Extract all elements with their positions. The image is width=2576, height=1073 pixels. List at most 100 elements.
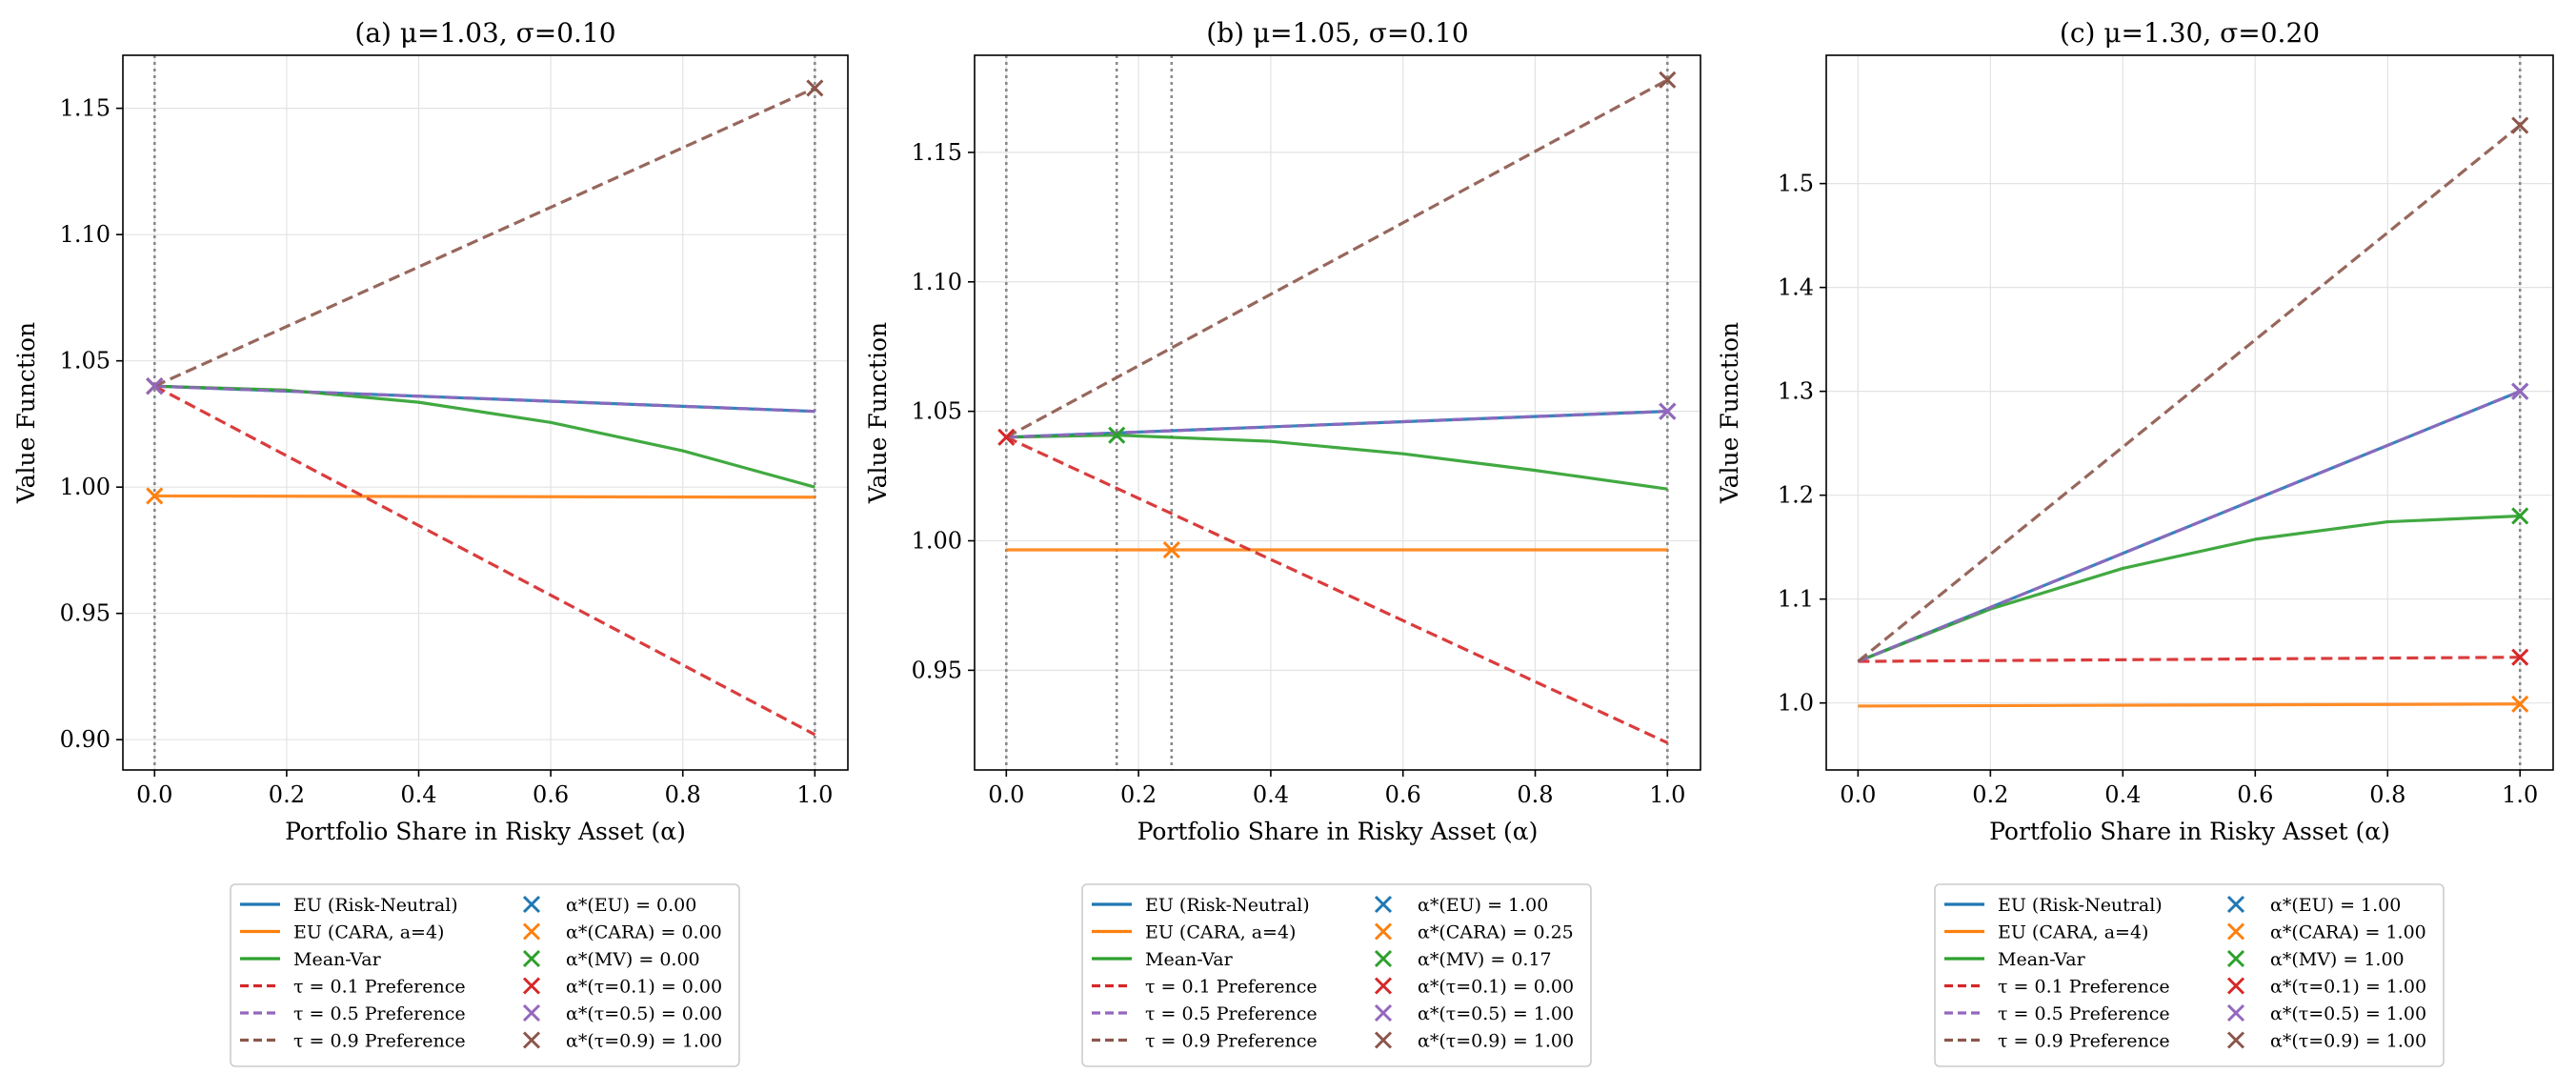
- x-tick-label: 0.4: [1253, 781, 1289, 808]
- series-line-5: [1005, 78, 1669, 439]
- legend-marker-3: [1374, 977, 1393, 995]
- series-line-4: [154, 384, 815, 414]
- y-tick-label: 1.00: [912, 528, 962, 555]
- legend-marker-2: [1374, 949, 1393, 968]
- y-tick-label: 1.5: [1778, 171, 1814, 197]
- legend-label-3: τ = 0.1 Preference: [1998, 977, 2170, 998]
- legend-marker-label-3: α*(τ=0.1) = 0.00: [566, 977, 722, 998]
- y-tick-label: 1.15: [60, 95, 111, 122]
- optimum-marker-1: [146, 487, 164, 505]
- series-line-3: [1858, 656, 2521, 663]
- series-line-3: [1005, 435, 1668, 744]
- legend-label-0: EU (Risk-Neutral): [1998, 895, 2163, 916]
- legend-label-0: EU (Risk-Neutral): [1145, 895, 1310, 916]
- legend-label-2: Mean-Var: [1145, 949, 1234, 970]
- y-tick-label: 1.2: [1778, 482, 1814, 509]
- legend-marker-label-0: α*(EU) = 1.00: [2270, 895, 2401, 916]
- legend-marker-2: [2226, 949, 2245, 968]
- optimum-marker-3: [997, 428, 1016, 446]
- legend-label-0: EU (Risk-Neutral): [293, 895, 458, 916]
- x-tick-label: 0.0: [136, 781, 172, 808]
- legend-marker-label-0: α*(EU) = 1.00: [1418, 895, 1548, 916]
- legend-label-5: τ = 0.9 Preference: [293, 1031, 466, 1052]
- y-tick-label: 0.95: [60, 600, 111, 627]
- chart-title: (c) μ=1.30, σ=0.20: [2060, 17, 2320, 49]
- chart-panel-1: 0.0 0.2 0.4 0.6 0.8 1.0 0.95 1.00 1.05 1.10 1.15 (b…: [864, 17, 1701, 1067]
- y-tick-label: 1.1: [1778, 586, 1814, 613]
- legend-marker-label-4: α*(τ=0.5) = 0.00: [566, 1003, 722, 1024]
- optimum-marker-5: [2511, 116, 2529, 134]
- optimum-marker-2: [2511, 507, 2529, 525]
- legend-frame: [1934, 883, 2445, 1067]
- x-tick-label: 1.0: [796, 781, 833, 808]
- legend-marker-1: [2226, 922, 2245, 941]
- optimum-marker-1: [2511, 695, 2529, 713]
- legend-label-1: EU (CARA, a=4): [293, 922, 444, 943]
- optimum-marker-4: [146, 377, 164, 395]
- optimum-marker-4: [2511, 382, 2529, 400]
- optimum-marker-4: [1659, 402, 1677, 420]
- y-tick-label: 1.05: [60, 348, 111, 375]
- legend-marker-2: [522, 949, 541, 968]
- legend-marker-label-5: α*(τ=0.9) = 1.00: [2270, 1031, 2426, 1052]
- legend-marker-5: [2226, 1031, 2245, 1049]
- legend-label-4: τ = 0.5 Preference: [1998, 1003, 2170, 1024]
- legend-frame: [230, 883, 740, 1067]
- legend-marker-4: [2226, 1003, 2245, 1022]
- legend-marker-0: [2226, 895, 2245, 914]
- legend-marker-1: [522, 922, 541, 941]
- legend-marker-label-2: α*(MV) = 0.00: [566, 949, 700, 970]
- legend-marker-label-1: α*(CARA) = 1.00: [2270, 922, 2426, 943]
- y-axis-label: Value Function: [12, 322, 40, 504]
- legend-label-1: EU (CARA, a=4): [1145, 922, 1296, 943]
- legend-label-2: Mean-Var: [293, 949, 382, 970]
- legend-marker-0: [1374, 895, 1393, 914]
- legend-label-3: τ = 0.1 Preference: [293, 977, 466, 998]
- optimum-marker-3: [2511, 648, 2529, 666]
- x-tick-label: 0.6: [2237, 781, 2273, 808]
- y-tick-label: 1.4: [1778, 274, 1814, 301]
- x-tick-label: 0.8: [1517, 781, 1553, 808]
- x-tick-label: 0.0: [1840, 781, 1876, 808]
- legend-label-4: τ = 0.5 Preference: [1145, 1003, 1318, 1024]
- y-tick-label: 1.00: [60, 474, 111, 500]
- x-axis-label: Portfolio Share in Risky Asset (α): [1137, 818, 1539, 845]
- series-line-2: [1006, 434, 1668, 491]
- series-line-5: [1857, 124, 2522, 663]
- plot-frame: [1825, 54, 2554, 771]
- x-tick-label: 0.4: [2104, 781, 2141, 808]
- series-line-2: [154, 384, 815, 489]
- legend-marker-label-1: α*(CARA) = 0.00: [566, 922, 722, 943]
- x-tick-label: 0.2: [269, 781, 305, 808]
- series-line-2: [1857, 514, 2521, 663]
- legend-marker-0: [522, 895, 541, 914]
- legend-marker-3: [2226, 977, 2245, 995]
- plot-frame: [974, 54, 1701, 771]
- chart-title: (a) μ=1.03, σ=0.10: [354, 17, 615, 49]
- series-line-1: [1858, 702, 2521, 708]
- legend-marker-label-2: α*(MV) = 0.17: [1418, 949, 1552, 970]
- x-tick-label: 0.8: [665, 781, 701, 808]
- legend-marker-4: [522, 1003, 541, 1022]
- series-line-3: [153, 384, 816, 737]
- legend-marker-label-5: α*(τ=0.9) = 1.00: [1418, 1031, 1574, 1052]
- x-tick-label: 0.0: [988, 781, 1024, 808]
- optimum-marker-5: [806, 79, 824, 97]
- legend: EU (Risk-Neutral) EU (CARA, a=4) Mean-Var τ…: [1934, 883, 2445, 1067]
- y-tick-label: 1.10: [60, 221, 111, 248]
- y-tick-label: 1.3: [1778, 378, 1814, 405]
- y-axis-label: Value Function: [1716, 322, 1743, 504]
- legend-marker-3: [522, 977, 541, 995]
- chart-panel-2: 0.0 0.2 0.4 0.6 0.8 1.0 1.0 1.1 1.2 1.3 1.4 1.5 (c) …: [1716, 17, 2554, 1067]
- y-tick-label: 1.15: [912, 139, 962, 166]
- x-tick-label: 0.6: [1385, 781, 1421, 808]
- legend-marker-label-0: α*(EU) = 0.00: [566, 895, 696, 916]
- y-tick-label: 0.90: [60, 726, 111, 753]
- chart-title: (b) μ=1.05, σ=0.10: [1206, 17, 1468, 49]
- y-axis-label: Value Function: [864, 322, 892, 504]
- legend-frame: [1081, 883, 1592, 1067]
- legend-marker-label-5: α*(τ=0.9) = 1.00: [566, 1031, 722, 1052]
- y-tick-label: 1.05: [912, 398, 962, 425]
- x-tick-label: 0.8: [2369, 781, 2405, 808]
